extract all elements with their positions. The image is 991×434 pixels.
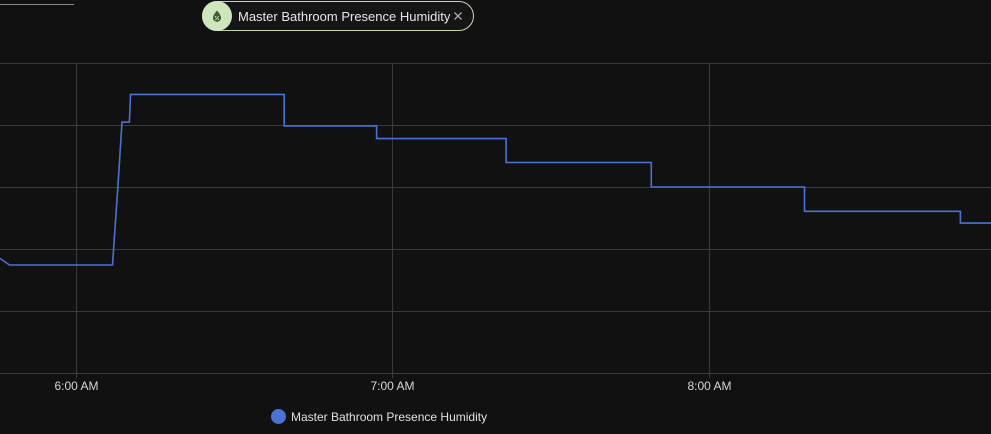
entity-chip[interactable]: Master Bathroom Presence Humidity xyxy=(202,1,474,31)
chart-grid xyxy=(0,63,991,378)
x-tick-label: 6:00 AM xyxy=(54,379,98,393)
x-axis-ticks: 6:00 AM 7:00 AM 8:00 AM xyxy=(54,379,731,393)
legend-label: Master Bathroom Presence Humidity xyxy=(291,409,488,424)
legend-swatch xyxy=(271,409,286,424)
top-divider xyxy=(0,4,74,5)
series-line-humidity[interactable] xyxy=(0,93,991,266)
entity-chip-label: Master Bathroom Presence Humidity xyxy=(238,8,451,24)
chart-series xyxy=(0,93,991,266)
x-tick-label: 8:00 AM xyxy=(687,379,731,393)
chart-legend[interactable]: Master Bathroom Presence Humidity xyxy=(271,409,487,424)
water-percent-icon xyxy=(202,1,232,31)
x-tick-label: 7:00 AM xyxy=(370,379,414,393)
close-icon[interactable] xyxy=(452,10,464,22)
